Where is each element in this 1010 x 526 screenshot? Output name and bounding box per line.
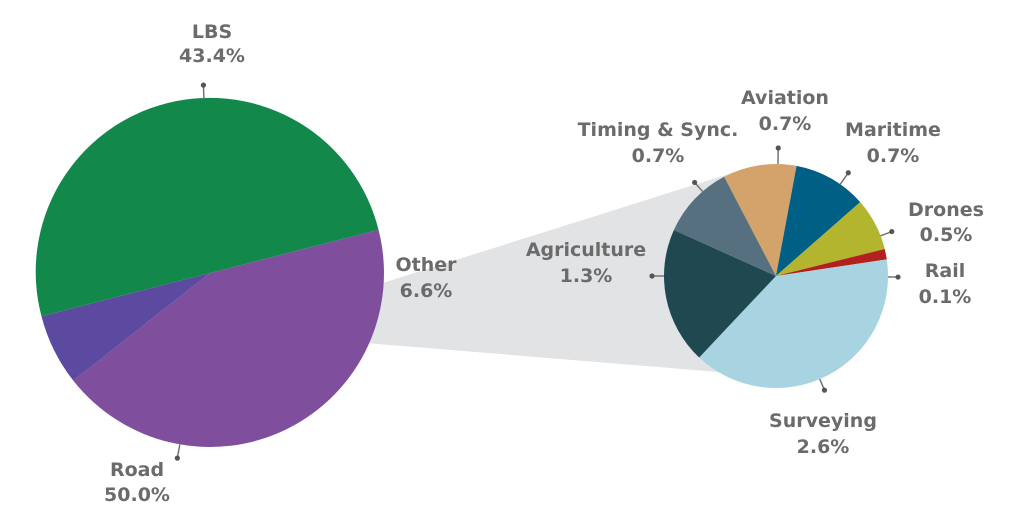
label-timing-value: 0.7% <box>632 145 685 167</box>
label-maritime-name: Maritime <box>845 119 941 141</box>
label-maritime-value: 0.7% <box>867 145 920 167</box>
label-drones-name: Drones <box>908 199 984 221</box>
slice-aviation <box>724 163 797 276</box>
leader-dot-rail <box>895 274 901 280</box>
label-other-name: Other <box>395 254 457 276</box>
label-rail-name: Rail <box>925 260 965 282</box>
label-rail-value: 0.1% <box>919 286 972 308</box>
leader-dot-drones <box>889 228 895 235</box>
slice-other <box>41 273 210 381</box>
slice-drones <box>776 202 885 276</box>
label-road-value: 50.0% <box>104 484 170 506</box>
label-lbs-name: LBS <box>192 21 232 43</box>
label-aviation-name: Aviation <box>741 87 829 109</box>
slice-rail <box>776 248 887 276</box>
label-agriculture-name: Agriculture <box>526 239 646 261</box>
leader-dot-surveying <box>821 387 828 393</box>
label-aviation-value: 0.7% <box>759 113 812 135</box>
slice-maritime <box>776 165 861 276</box>
leader-dot-road <box>174 455 180 461</box>
slice-lbs <box>73 229 384 447</box>
slice-agriculture <box>664 230 776 358</box>
label-other-value: 6.6% <box>400 280 453 302</box>
label-agriculture-value: 1.3% <box>560 265 613 287</box>
label-surveying-name: Surveying <box>769 410 877 432</box>
main-pie <box>35 97 384 447</box>
slice-surveying <box>699 259 889 388</box>
slice-road <box>35 97 379 317</box>
leader-dot-aviation <box>775 145 781 151</box>
leader-dot-maritime <box>845 170 851 176</box>
connector-band <box>41 172 733 381</box>
leader-dot-timing <box>692 179 698 186</box>
label-lbs-value: 43.4% <box>179 45 245 67</box>
label-leaders <box>174 82 901 461</box>
slice-timing-sync <box>673 176 776 276</box>
label-road-name: Road <box>110 459 164 481</box>
leader-dot-lbs <box>200 82 207 88</box>
label-surveying-value: 2.6% <box>797 436 850 458</box>
label-timing-name: Timing & Sync. <box>578 119 739 141</box>
label-drones-value: 0.5% <box>920 224 973 246</box>
leader-dot-agriculture <box>649 273 655 279</box>
detail-pie <box>664 163 889 388</box>
